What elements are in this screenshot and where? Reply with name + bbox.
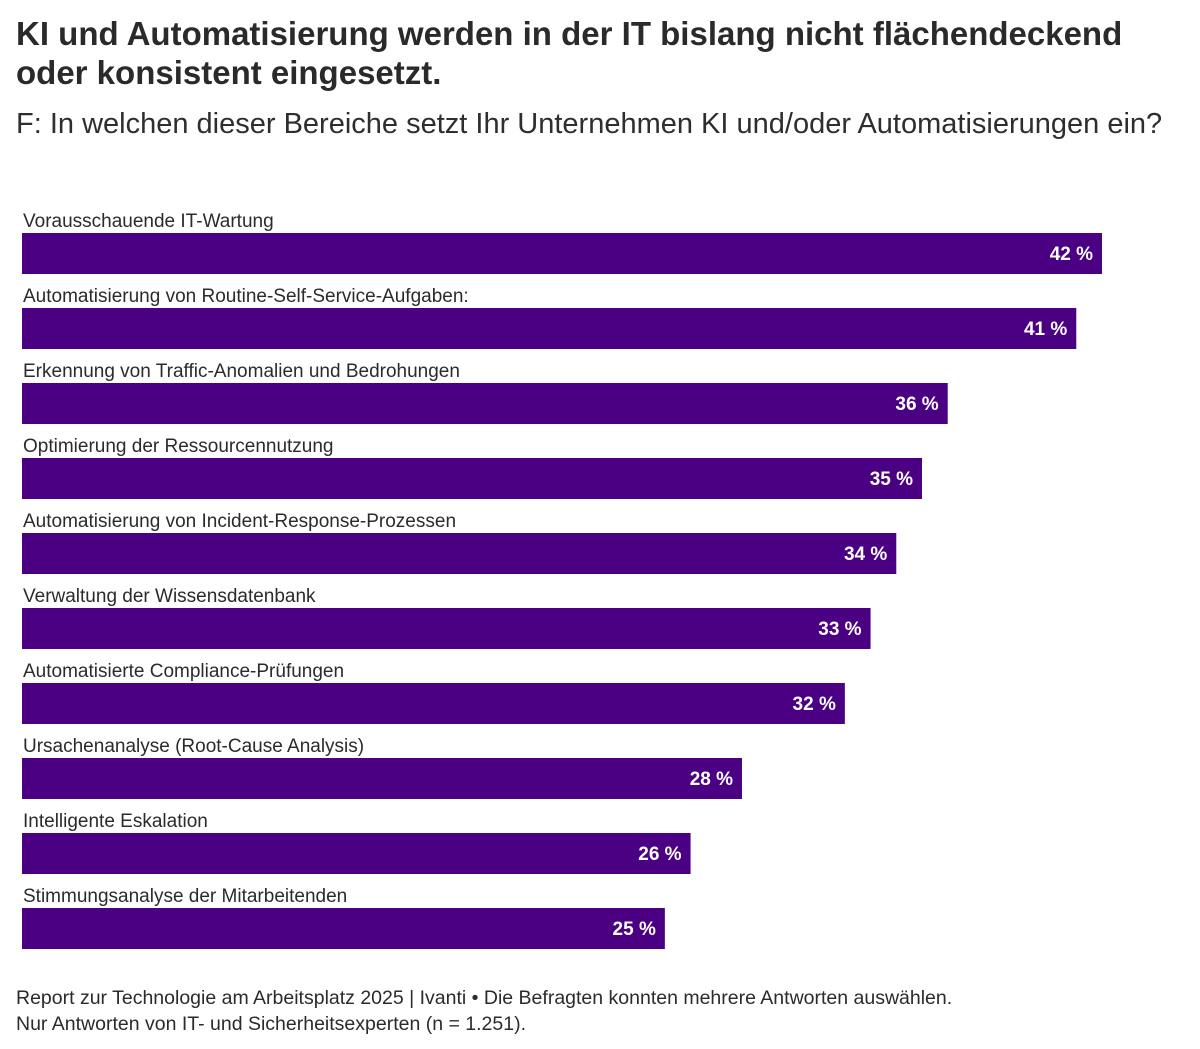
- bar-value-label: 33 %: [818, 619, 861, 640]
- bar: [22, 533, 897, 574]
- category-label: Erkennung von Traffic-Anomalien und Bedr…: [23, 361, 460, 382]
- bar-value-label: 35 %: [870, 469, 913, 490]
- source-note: Report zur Technologie am Arbeitsplatz 2…: [16, 985, 1186, 1037]
- category-label: Automatisierte Compliance-Prüfungen: [23, 661, 344, 682]
- bar: [22, 758, 742, 799]
- category-label: Vorausschauende IT-Wartung: [23, 211, 274, 232]
- horizontal-bar-chart: Vorausschauende IT-Wartung 42 % Automatisi…: [22, 211, 1102, 949]
- survey-question: F: In welchen dieser Bereiche setzt Ihr …: [16, 108, 1163, 140]
- bar-value-label: 42 %: [1050, 244, 1093, 265]
- bar: [22, 383, 948, 424]
- bar: [22, 233, 1102, 274]
- bar-value-label: 28 %: [690, 769, 733, 790]
- bar-value-label: 36 %: [895, 394, 938, 415]
- bar: [22, 683, 845, 724]
- bar-value-label: 34 %: [844, 544, 887, 565]
- category-label: Automatisierung von Routine-Self-Service…: [23, 286, 469, 307]
- bar: [22, 308, 1077, 349]
- chart-title: KI und Automatisierung werden in der IT …: [16, 15, 1123, 91]
- category-label: Ursachenanalyse (Root-Cause Analysis): [23, 736, 364, 757]
- category-label: Stimmungsanalyse der Mitarbeitenden: [23, 886, 347, 907]
- bar-value-label: 41 %: [1024, 319, 1067, 340]
- bar: [22, 833, 691, 874]
- bar-value-label: 32 %: [793, 694, 836, 715]
- category-label: Intelligente Eskalation: [23, 811, 208, 832]
- source-note-line-1: Report zur Technologie am Arbeitsplatz 2…: [16, 987, 953, 1009]
- bar: [22, 908, 665, 949]
- category-label: Optimierung der Ressourcennutzung: [23, 436, 334, 457]
- source-note-line-2: Nur Antworten von IT- und Sicherheitsexp…: [16, 1013, 526, 1035]
- category-label: Automatisierung von Incident-Response-Pr…: [23, 511, 456, 532]
- bar-value-label: 25 %: [613, 919, 656, 940]
- bar-value-label: 26 %: [638, 844, 681, 865]
- bar: [22, 458, 922, 499]
- bar: [22, 608, 871, 649]
- category-label: Verwaltung der Wissensdatenbank: [23, 586, 316, 607]
